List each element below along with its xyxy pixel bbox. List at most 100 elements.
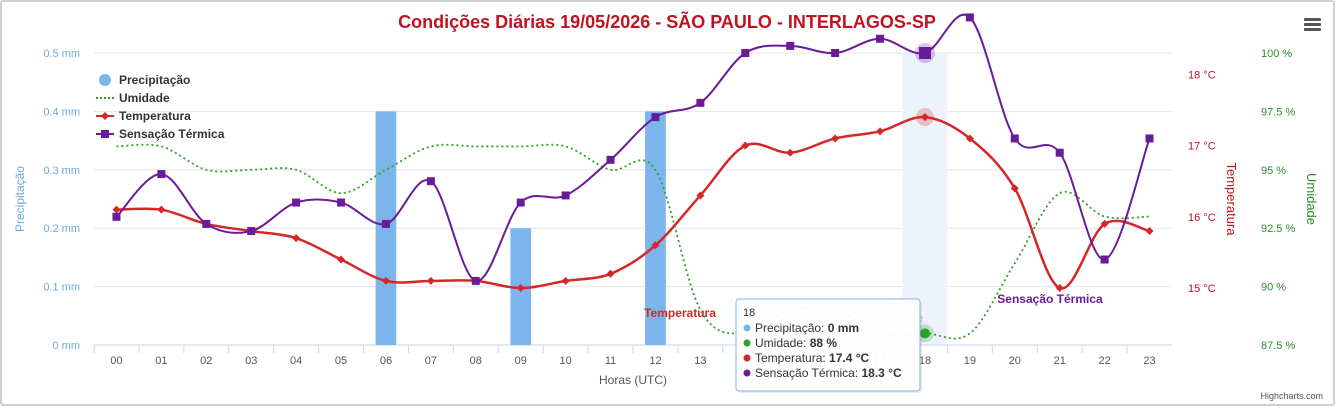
x-tick-label: 12 — [649, 355, 661, 367]
temperature-point[interactable] — [561, 276, 570, 285]
x-tick-label: 23 — [1143, 355, 1155, 367]
temperature-point[interactable] — [112, 205, 121, 214]
feels-like-point[interactable] — [786, 41, 795, 50]
y-tick-humidity: 100 % — [1261, 48, 1292, 60]
temperature-point[interactable] — [516, 284, 525, 293]
temperature-point[interactable] — [651, 241, 660, 250]
tooltip-value: 0 mm — [828, 321, 859, 335]
x-tick-label: 08 — [470, 355, 482, 367]
feels-like-point[interactable] — [112, 212, 121, 221]
y-tick-precipitation: 0.4 mm — [43, 106, 80, 118]
temperature-point[interactable] — [920, 113, 929, 122]
legend-label[interactable]: Precipitação — [119, 73, 190, 87]
temperature-point[interactable] — [1100, 219, 1109, 228]
temperature-point[interactable] — [831, 134, 840, 143]
x-tick-label: 03 — [245, 355, 257, 367]
x-tick-label: 00 — [110, 355, 122, 367]
temperature-point[interactable] — [696, 191, 705, 200]
menu-icon[interactable] — [1304, 18, 1321, 31]
temperature-point[interactable] — [1055, 284, 1064, 293]
x-tick-label: 11 — [605, 355, 616, 367]
humidity-point[interactable] — [919, 328, 930, 339]
feels-like-line — [115, 13, 1151, 282]
feels-like-point[interactable] — [1100, 255, 1109, 264]
tooltip-value: 18.3 °C — [862, 366, 902, 380]
legend-symbol-temperature[interactable] — [101, 112, 109, 120]
y-tick-precipitation: 0.5 mm — [43, 48, 80, 60]
temperature-point[interactable] — [1010, 184, 1019, 193]
feels-like-point[interactable] — [696, 98, 705, 107]
tooltip-value: 17.4 °C — [829, 351, 869, 365]
temperature-point[interactable] — [965, 134, 974, 143]
feels-like-point[interactable] — [426, 177, 435, 186]
feels-like-point[interactable] — [606, 155, 615, 164]
hover-band — [902, 53, 948, 345]
tooltip-label: Umidade: — [755, 336, 810, 350]
tooltip-header: 18 — [743, 307, 755, 319]
feels-like-point[interactable] — [741, 49, 750, 57]
temperature-line — [116, 115, 1150, 290]
feels-like-point[interactable] — [651, 113, 660, 122]
temperature-point[interactable] — [157, 205, 166, 214]
credits-link[interactable]: Highcharts.com — [1260, 391, 1323, 401]
temperature-point[interactable] — [876, 127, 885, 136]
y-tick-temperature: 16 °C — [1188, 212, 1216, 224]
x-tick-label: 19 — [964, 355, 976, 367]
feels-like-point[interactable] — [876, 34, 885, 43]
x-tick-label: 01 — [155, 355, 167, 367]
menu-icon-bar — [1304, 18, 1321, 21]
legend-symbol-feels-like[interactable] — [101, 130, 109, 138]
y-tick-precipitation: 0.3 mm — [43, 165, 80, 177]
feels-like-point[interactable] — [381, 219, 390, 228]
feels-like-point[interactable] — [516, 198, 525, 207]
tooltip-label: Temperatura: — [755, 351, 829, 365]
y-tick-precipitation: 0 mm — [53, 340, 81, 352]
legend-label[interactable]: Temperatura — [119, 109, 191, 123]
temperature-point[interactable] — [741, 141, 750, 150]
x-tick-label: 07 — [425, 355, 437, 367]
feels-like-point[interactable] — [561, 191, 570, 200]
feels-like-point[interactable] — [157, 170, 166, 179]
legend-label[interactable]: Sensação Térmica — [119, 127, 225, 141]
tooltip-label: Precipitação: — [755, 321, 828, 335]
temperature-point[interactable] — [292, 234, 301, 243]
temperature-point[interactable] — [606, 269, 615, 278]
x-tick-label: 09 — [515, 355, 527, 367]
legend-symbol-precipitation[interactable] — [99, 74, 111, 86]
temperature-point[interactable] — [786, 148, 795, 157]
feels-like-point[interactable] — [918, 47, 931, 59]
temperature-point[interactable] — [381, 276, 390, 285]
y-tick-humidity: 87.5 % — [1261, 340, 1295, 352]
feels-like-point[interactable] — [202, 219, 211, 228]
feels-like-point[interactable] — [1010, 134, 1019, 143]
precipitation-bar[interactable] — [645, 111, 666, 346]
feels-like-point[interactable] — [337, 198, 346, 207]
legend-label[interactable]: Umidade — [119, 91, 170, 105]
y-tick-precipitation: 0.2 mm — [43, 223, 80, 235]
precipitation-bar[interactable] — [375, 111, 397, 346]
feels-like-point[interactable] — [1055, 148, 1064, 157]
temperature-point[interactable] — [1145, 227, 1154, 236]
chart-title: Condições Diárias 19/05/2026 - SÃO PAULO… — [398, 11, 936, 32]
feels-like-point[interactable] — [831, 49, 840, 57]
y-tick-humidity: 95 % — [1261, 165, 1286, 177]
x-tick-label: 04 — [290, 355, 302, 367]
y-tick-precipitation: 0.1 mm — [43, 282, 80, 294]
x-tick-label: 21 — [1054, 355, 1066, 367]
feels-like-point[interactable] — [471, 276, 480, 285]
x-tick-label: 13 — [694, 355, 706, 367]
feels-like-point[interactable] — [965, 13, 974, 22]
feels-like-point[interactable] — [292, 198, 301, 207]
temperature-point[interactable] — [337, 255, 346, 264]
tooltip-value: 88 % — [810, 336, 838, 350]
x-axis-title: Horas (UTC) — [599, 373, 667, 387]
feels-like-point[interactable] — [1145, 134, 1154, 143]
tooltip-dot — [743, 354, 751, 362]
temperature-point[interactable] — [426, 276, 435, 285]
tooltip-row: Umidade: 88 % — [755, 336, 837, 350]
x-tick-label: 05 — [335, 355, 347, 367]
feels-like-point[interactable] — [247, 227, 256, 236]
y-axis-title-temperature: Temperatura — [1224, 163, 1239, 237]
